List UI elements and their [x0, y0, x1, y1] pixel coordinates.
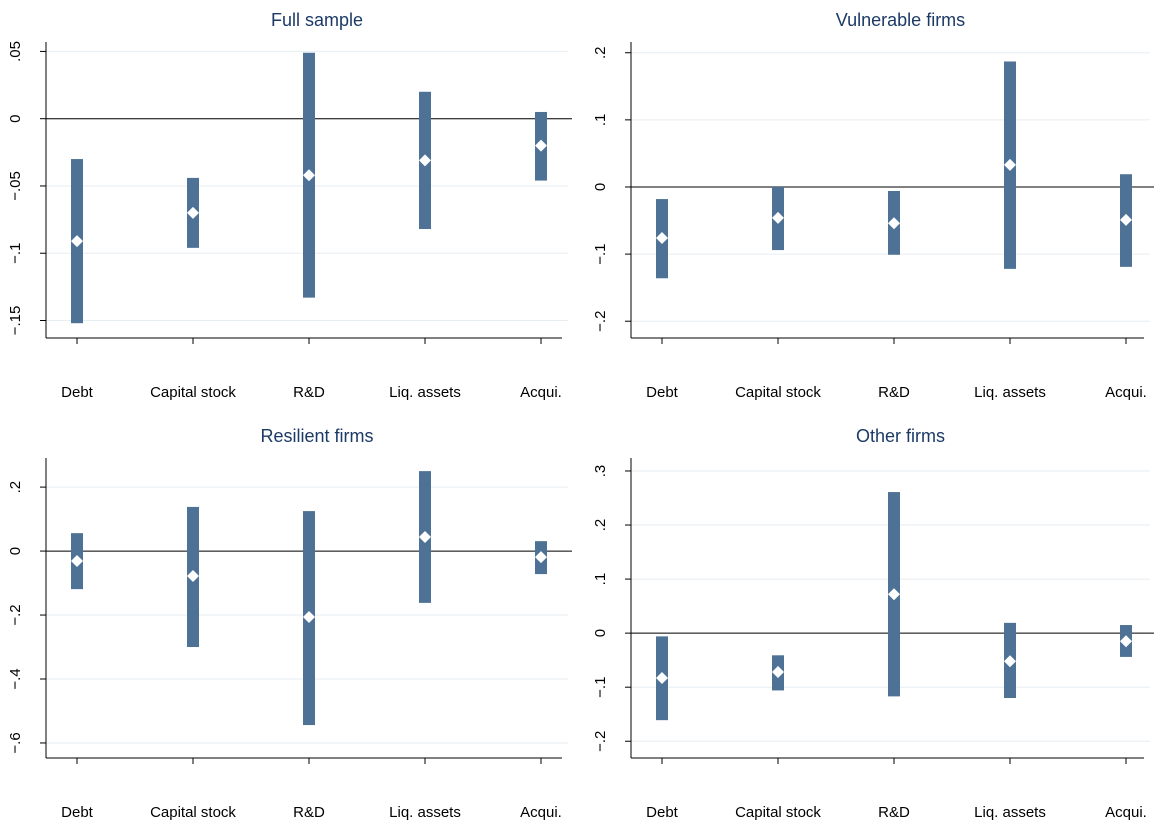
point-estimate: [1120, 635, 1132, 648]
x-tick-label: R&D: [293, 804, 325, 821]
x-tick-label: Debt: [61, 384, 94, 401]
point-estimate: [535, 551, 547, 564]
point-estimate: [1004, 158, 1016, 171]
point-estimate: [656, 231, 668, 244]
point-estimate: [772, 666, 784, 679]
point-estimate: [419, 530, 431, 543]
point-estimate: [419, 154, 431, 167]
panel-title: Other firms: [856, 426, 945, 446]
x-tick-label: Liq. assets: [974, 384, 1046, 401]
y-tick-label: 0: [592, 183, 609, 191]
y-tick-label: .05: [7, 41, 24, 62]
y-tick-label: −.6: [7, 732, 24, 753]
x-tick-label: Capital stock: [150, 804, 236, 821]
x-tick-label: Liq. assets: [389, 804, 461, 821]
x-tick-label: Debt: [61, 804, 94, 821]
point-estimate: [71, 235, 83, 248]
y-tick-label: 0: [7, 547, 24, 555]
x-tick-label: Capital stock: [735, 384, 821, 401]
point-estimate: [888, 217, 900, 230]
y-tick-label: 0: [7, 115, 24, 123]
x-tick-label: Capital stock: [150, 384, 236, 401]
y-tick-label: .3: [592, 465, 609, 478]
point-estimate: [303, 169, 315, 182]
x-tick-label: Acqui.: [1105, 804, 1147, 821]
point-estimate: [187, 206, 199, 219]
y-tick-label: −.1: [592, 677, 609, 698]
x-tick-label: Liq. assets: [974, 804, 1046, 821]
panel-title: Full sample: [271, 10, 363, 30]
y-tick-label: −.1: [592, 243, 609, 264]
point-estimate: [772, 211, 784, 224]
x-tick-label: R&D: [293, 384, 325, 401]
y-tick-label: 0: [592, 629, 609, 637]
y-tick-label: −.2: [592, 311, 609, 332]
panel-title: Vulnerable firms: [836, 10, 965, 30]
point-estimate: [1004, 655, 1016, 668]
point-estimate: [1120, 213, 1132, 226]
point-estimate: [535, 139, 547, 152]
y-tick-label: −.2: [7, 604, 24, 625]
y-tick-label: .1: [592, 114, 609, 127]
point-estimate: [303, 610, 315, 623]
point-estimate: [187, 570, 199, 583]
y-tick-label: .1: [592, 573, 609, 586]
x-tick-label: Debt: [646, 804, 679, 821]
point-estimate: [656, 672, 668, 684]
y-tick-label: .2: [592, 519, 609, 532]
x-tick-label: Liq. assets: [389, 384, 461, 401]
x-tick-label: Capital stock: [735, 804, 821, 821]
y-tick-label: −.2: [592, 731, 609, 752]
y-tick-label: −.1: [7, 243, 24, 264]
x-tick-label: Acqui.: [520, 804, 562, 821]
x-tick-label: Debt: [646, 384, 679, 401]
y-tick-label: −.15: [7, 306, 24, 336]
x-tick-label: R&D: [878, 804, 910, 821]
x-tick-label: R&D: [878, 384, 910, 401]
x-tick-label: Acqui.: [520, 384, 562, 401]
y-tick-label: .2: [592, 46, 609, 59]
y-tick-label: −.05: [7, 171, 24, 201]
x-tick-label: Acqui.: [1105, 384, 1147, 401]
y-tick-label: .2: [7, 481, 24, 494]
panel-title: Resilient firms: [260, 426, 373, 446]
point-estimate: [71, 554, 83, 567]
point-estimate: [888, 588, 900, 601]
y-tick-label: −.4: [7, 668, 24, 689]
